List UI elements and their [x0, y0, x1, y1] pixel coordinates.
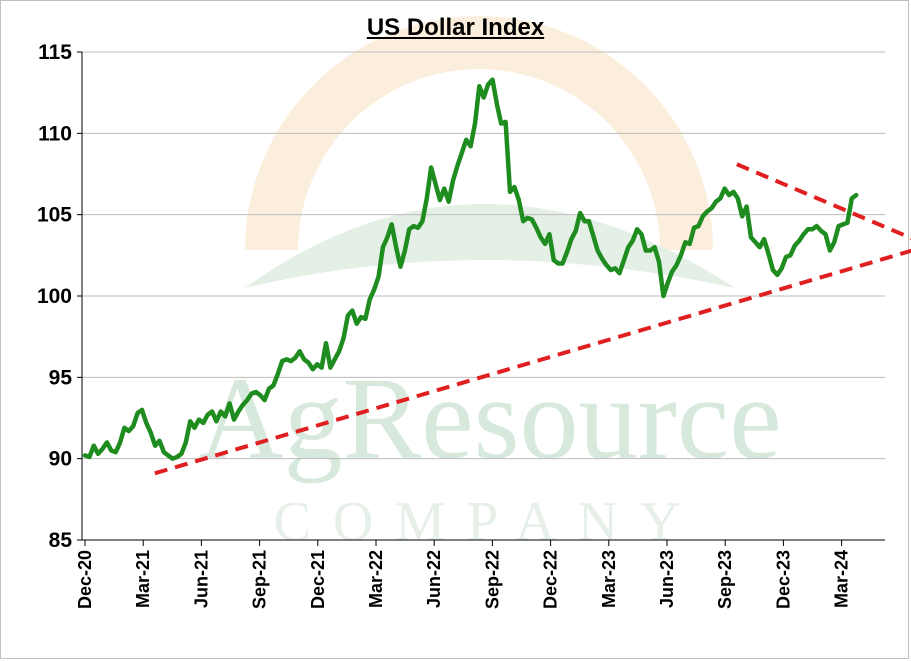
- y-tick-label: 105: [37, 204, 72, 227]
- resistance-trendline: [736, 162, 911, 241]
- y-tick-label: 110: [38, 122, 72, 145]
- watermark-title: AgResource: [198, 353, 781, 484]
- x-tick-label: Dec-23: [773, 550, 793, 609]
- data-series: [82, 77, 859, 461]
- x-tick-label: Jun-22: [424, 550, 444, 608]
- x-tick-label: Mar-21: [133, 550, 153, 608]
- watermark-subtitle: COMPANY: [274, 491, 703, 553]
- x-tick-label: Dec-22: [541, 550, 561, 609]
- x-tick-label: Sep-21: [250, 550, 270, 609]
- y-tick-label: 100: [37, 285, 72, 308]
- y-tick-label: 85: [49, 529, 73, 552]
- x-tick-label: Jun-23: [657, 550, 677, 608]
- y-tick-label: 115: [38, 41, 72, 64]
- y-tick-label: 90: [49, 448, 72, 471]
- support-trendline: [154, 248, 911, 476]
- x-tick-label: Mar-22: [366, 550, 386, 608]
- x-tick-label: Jun-21: [191, 550, 211, 608]
- x-tick-label: Dec-21: [308, 550, 328, 609]
- x-tick-label: Dec-20: [75, 550, 95, 609]
- watermark-sun-arc: [245, 16, 713, 250]
- x-tick-label: Sep-22: [482, 550, 502, 609]
- x-axis-ticks: Dec-20 Mar-21 Jun-21 Sep-21 Dec-21 Mar-22 Jun-…: [75, 540, 852, 609]
- series-line-dollar-index: [82, 77, 859, 461]
- x-tick-label: Sep-23: [715, 550, 735, 609]
- y-axis-ticks: 85 90 95 100 105 110 115: [37, 41, 82, 552]
- y-tick-label: 95: [49, 366, 73, 389]
- chart-title: US Dollar Index: [366, 14, 545, 41]
- agresource-watermark: AgResource COMPANY: [198, 16, 782, 553]
- x-tick-label: Mar-23: [599, 550, 619, 608]
- x-tick-label: Mar-24: [832, 550, 852, 608]
- trendlines: [154, 162, 911, 476]
